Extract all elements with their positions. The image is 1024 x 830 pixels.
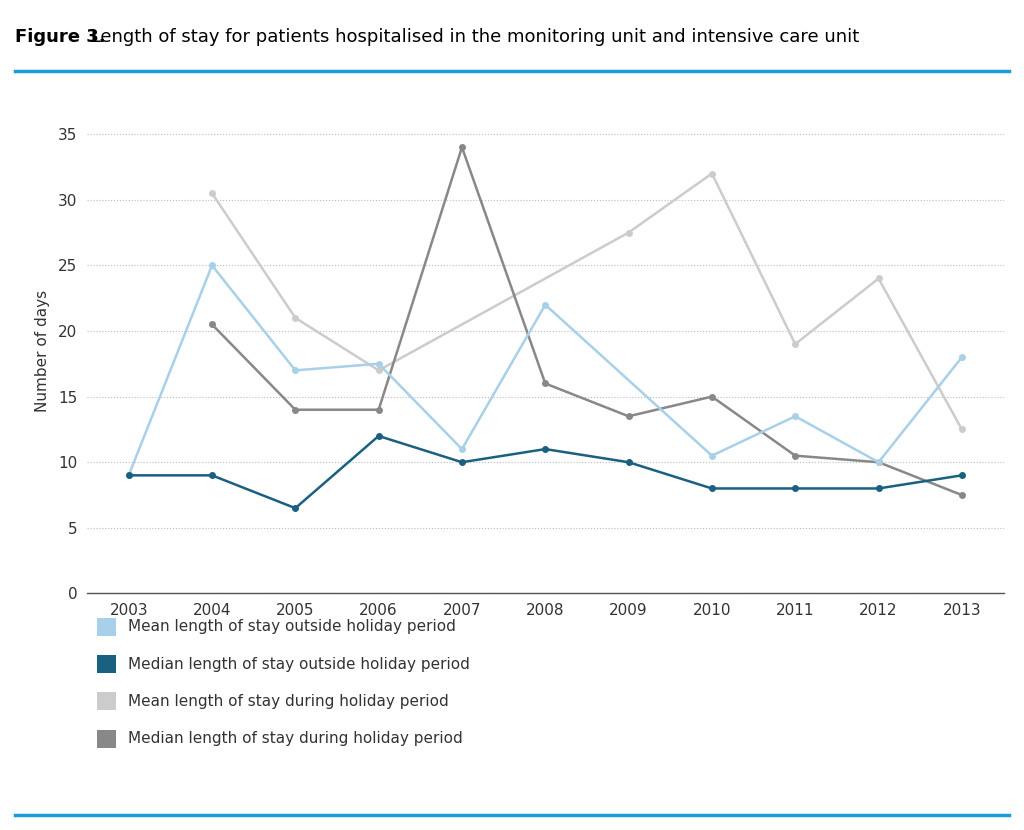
Y-axis label: Number of days: Number of days [35, 290, 49, 412]
Text: Length of stay for patients hospitalised in the monitoring unit and intensive ca: Length of stay for patients hospitalised… [85, 28, 859, 46]
Text: Figure 3.: Figure 3. [15, 28, 106, 46]
Text: Median length of stay outside holiday period: Median length of stay outside holiday pe… [128, 657, 470, 671]
Text: Mean length of stay during holiday period: Mean length of stay during holiday perio… [128, 694, 449, 709]
Text: Mean length of stay outside holiday period: Mean length of stay outside holiday peri… [128, 619, 456, 634]
Text: Median length of stay during holiday period: Median length of stay during holiday per… [128, 731, 463, 746]
